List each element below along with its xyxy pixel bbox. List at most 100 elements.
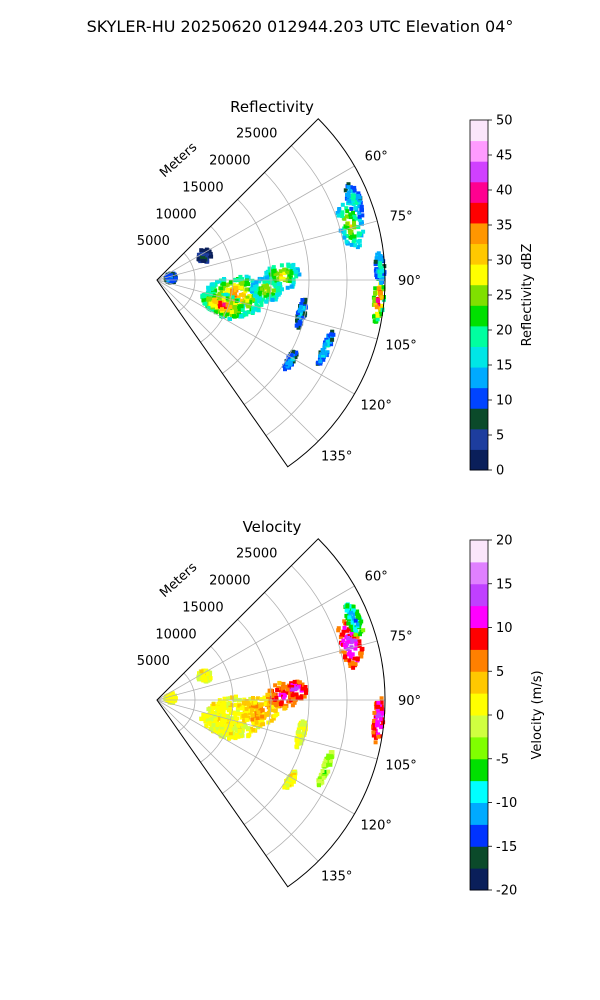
reflectivity-echo-pixel [345, 225, 350, 230]
velocity-echo-pixel [250, 708, 255, 713]
reflectivity-echo-pixel [378, 254, 383, 259]
velocity-echo-pixel [214, 712, 219, 717]
reflectivity-echo-cell [315, 329, 336, 366]
velocity-azimuth-gridline [156, 699, 355, 815]
velocity-echo-pixel [303, 685, 308, 689]
reflectivity-echo-pixel [261, 284, 266, 289]
velocity-echo-pixel [206, 707, 211, 712]
velocity-echo-pixel [256, 696, 260, 701]
reflectivity-echo-pixel [201, 298, 206, 303]
reflectivity-echo-pixel [321, 357, 326, 362]
reflectivity-echo-pixel [376, 256, 381, 261]
reflectivity-echo-pixel [380, 308, 385, 312]
reflectivity-echo-pixel [239, 304, 244, 309]
reflectivity-echo-pixel [169, 273, 174, 278]
velocity-echo-pixel [326, 762, 330, 767]
velocity-echo-pixel [218, 721, 223, 726]
velocity-echo-pixel [244, 706, 249, 711]
velocity-echo-pixel [267, 688, 272, 693]
reflectivity-colorbar-tick-label: 5 [496, 429, 504, 444]
reflectivity-echo-pixel [348, 235, 353, 240]
velocity-colorbar-segment [470, 715, 488, 738]
reflectivity-echo-pixel [354, 216, 359, 221]
reflectivity-echo-pixel [276, 277, 281, 282]
reflectivity-echo-pixel [245, 295, 250, 300]
velocity-echo-pixel [169, 699, 174, 704]
velocity-radial-tick-label: 20000 [209, 574, 250, 589]
velocity-radial-tick-label: 10000 [155, 627, 196, 642]
velocity-panel-title: Velocity [243, 518, 302, 536]
reflectivity-echo-pixel [209, 254, 214, 259]
velocity-echo-pixel [237, 703, 242, 708]
reflectivity-echo-pixel [246, 275, 251, 280]
reflectivity-echo-pixel [282, 267, 287, 272]
velocity-echo-pixel [274, 695, 279, 700]
reflectivity-echo-pixel [229, 310, 234, 315]
reflectivity-echo-pixel [254, 294, 259, 299]
velocity-echo-pixel [266, 720, 271, 725]
reflectivity-colorbar-segment [470, 181, 488, 203]
velocity-echo-pixel [213, 720, 217, 725]
velocity-echo-pixel [379, 706, 384, 711]
reflectivity-echo-pixel [378, 312, 383, 317]
reflectivity-echo-pixel [238, 292, 243, 297]
velocity-colorbar-segment [470, 824, 488, 847]
reflectivity-echo-pixel [166, 273, 171, 278]
reflectivity-echo-pixel [297, 320, 302, 324]
reflectivity-echo-pixel [250, 287, 255, 292]
reflectivity-echo-pixel [380, 295, 385, 300]
velocity-radial-label: Meters [157, 560, 200, 601]
reflectivity-colorbar-tick-label: 40 [496, 184, 513, 199]
reflectivity-azimuth-tick-label: 60° [365, 150, 388, 165]
velocity-echo-pixel [376, 732, 380, 737]
reflectivity-azimuth-tick-label: 120° [361, 398, 392, 413]
velocity-echo-pixel [342, 625, 347, 630]
reflectivity-echo-pixel [297, 272, 302, 277]
velocity-echo-pixel [215, 707, 220, 712]
velocity-echo-pixel [222, 705, 227, 710]
velocity-echo-pixel [326, 769, 331, 774]
reflectivity-colorbar-segment [470, 325, 488, 347]
reflectivity-echo-pixel [257, 279, 262, 284]
velocity-echo-pixel [328, 762, 333, 767]
velocity-echo-pixel [354, 641, 359, 646]
reflectivity-echo-pixel [267, 286, 272, 291]
reflectivity-echo-pixel [377, 306, 382, 311]
velocity-echo-pixel [355, 656, 360, 661]
reflectivity-echo-pixel [356, 225, 361, 229]
reflectivity-echo-pixel [279, 277, 284, 281]
velocity-echo-pixel [201, 672, 206, 677]
reflectivity-echo-pixel [372, 297, 377, 302]
reflectivity-echo-pixel [219, 311, 224, 316]
reflectivity-echo-pixel [222, 290, 227, 295]
velocity-echo-pixel [226, 696, 231, 701]
velocity-echo-pixel [258, 718, 263, 723]
velocity-echo-pixel [290, 696, 295, 701]
velocity-echo-pixel [284, 703, 289, 708]
reflectivity-echo-pixel [291, 355, 296, 360]
reflectivity-azimuth-tick-label: 90° [398, 274, 421, 289]
velocity-colorbar-segment [470, 802, 488, 825]
velocity-colorbar-segment [470, 693, 488, 716]
velocity-echo-pixel [218, 733, 223, 738]
velocity-echo-pixel [269, 718, 274, 723]
velocity-colorbar-tick-label: -15 [496, 840, 517, 855]
reflectivity-echo-pixel [348, 212, 353, 217]
velocity-echo-pixel [336, 628, 341, 633]
reflectivity-echo-pixel [207, 249, 212, 254]
velocity-echo-pixel [213, 717, 218, 722]
reflectivity-azimuth-gridline [156, 279, 355, 395]
reflectivity-echo-pixel [291, 262, 296, 267]
velocity-echo-pixel [218, 708, 223, 713]
reflectivity-echo-pixel [272, 282, 277, 287]
reflectivity-echo-pixel [289, 271, 294, 276]
velocity-echo-pixel [349, 610, 354, 615]
velocity-echo-cell [285, 679, 309, 701]
reflectivity-echo-pixel [358, 221, 363, 226]
velocity-echo-pixel [260, 708, 265, 713]
reflectivity-echo-pixel [246, 310, 251, 315]
velocity-echo-pixel [220, 703, 224, 707]
velocity-echo-pixel [349, 637, 354, 642]
reflectivity-echo-pixel [354, 207, 359, 212]
reflectivity-echo-pixel [200, 252, 205, 257]
